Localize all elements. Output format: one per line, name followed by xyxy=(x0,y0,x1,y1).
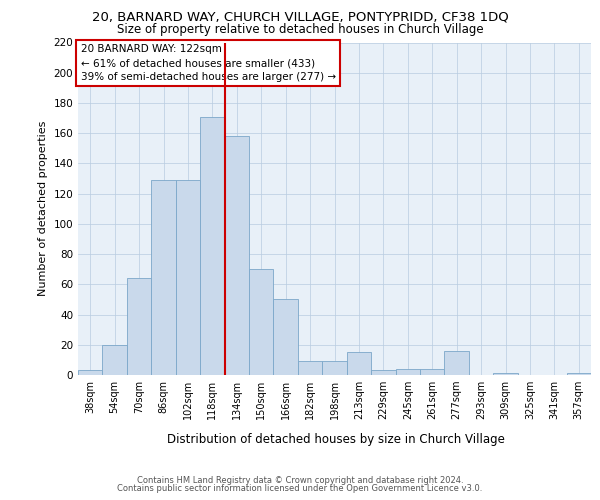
Bar xyxy=(395,369,420,375)
Bar xyxy=(200,116,224,375)
Text: Contains HM Land Registry data © Crown copyright and database right 2024.: Contains HM Land Registry data © Crown c… xyxy=(137,476,463,485)
Bar xyxy=(493,374,518,375)
Text: 20, BARNARD WAY, CHURCH VILLAGE, PONTYPRIDD, CF38 1DQ: 20, BARNARD WAY, CHURCH VILLAGE, PONTYPR… xyxy=(92,11,508,24)
Bar xyxy=(420,369,445,375)
Bar xyxy=(249,269,274,375)
Text: Distribution of detached houses by size in Church Village: Distribution of detached houses by size … xyxy=(167,432,505,446)
Text: Contains public sector information licensed under the Open Government Licence v3: Contains public sector information licen… xyxy=(118,484,482,493)
Bar xyxy=(127,278,151,375)
Bar xyxy=(566,374,591,375)
Bar xyxy=(151,180,176,375)
Bar xyxy=(347,352,371,375)
Bar xyxy=(176,180,200,375)
Bar xyxy=(322,362,347,375)
Text: Size of property relative to detached houses in Church Village: Size of property relative to detached ho… xyxy=(116,22,484,36)
Bar xyxy=(371,370,395,375)
Bar xyxy=(78,370,103,375)
Bar xyxy=(224,136,249,375)
Bar xyxy=(298,362,322,375)
Bar xyxy=(103,345,127,375)
Bar xyxy=(445,351,469,375)
Bar xyxy=(274,300,298,375)
Text: 20 BARNARD WAY: 122sqm
← 61% of detached houses are smaller (433)
39% of semi-de: 20 BARNARD WAY: 122sqm ← 61% of detached… xyxy=(80,44,335,82)
Y-axis label: Number of detached properties: Number of detached properties xyxy=(38,121,48,296)
